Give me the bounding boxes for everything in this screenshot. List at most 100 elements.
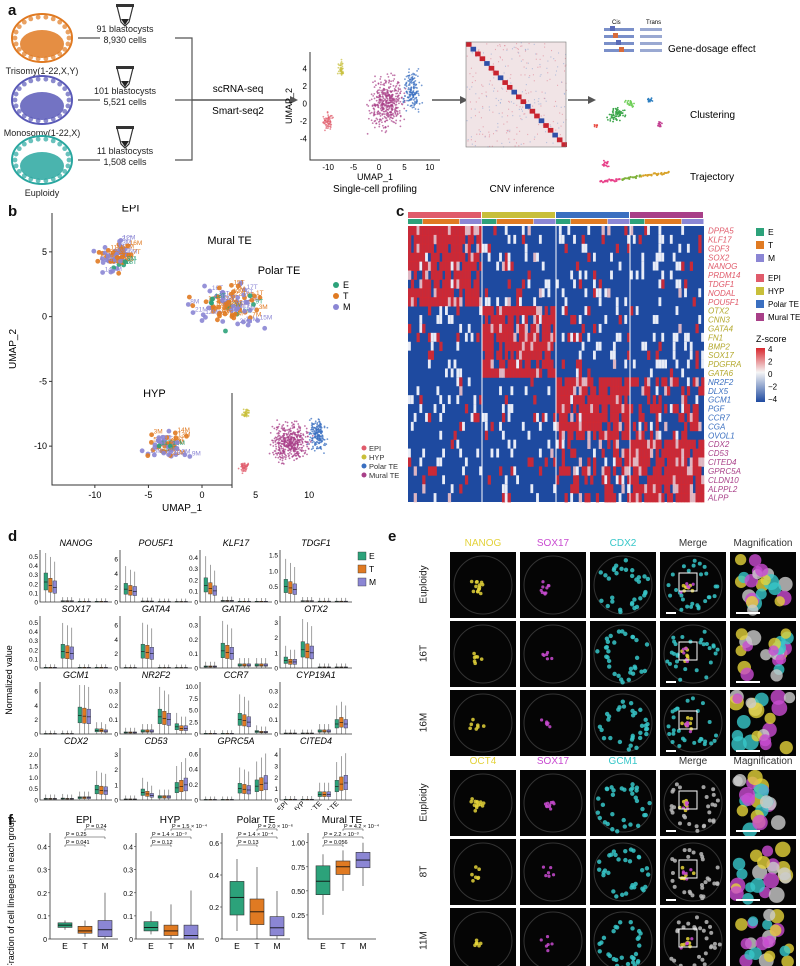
heat-cell-light [701,332,704,342]
gene-label-GATA6: GATA6 [708,369,734,378]
legend-square [357,551,367,561]
heat-cell-light [610,252,613,262]
heat-cell [649,484,654,494]
nucleus [634,798,640,804]
umap-point [378,100,381,102]
umap-point [396,110,399,113]
inset-point [268,452,271,455]
inset-point [326,438,329,441]
chromosome-tag: 5M [113,266,122,273]
heat-cell-light [473,395,477,405]
heat-cell-light [450,261,454,271]
legend2-label: EPI [369,444,381,453]
heat-cell [612,421,617,432]
axes [199,616,272,669]
heat-cell [621,412,625,423]
cell-point [202,283,207,289]
heat-cell [604,466,608,476]
cnv-noise [493,77,495,79]
inset-point [293,426,296,429]
heat-cell [450,252,454,263]
legend-label: M [343,302,351,312]
umap-point [376,104,379,106]
umap-point [391,107,393,110]
embryo-cell [43,76,49,82]
heat-cell [530,457,534,467]
umap-point [388,105,391,108]
nucleus [540,590,544,595]
heat-cell [536,350,540,360]
umap-point [325,127,328,129]
heat-cell [550,332,554,343]
inset-point [293,437,295,440]
heat-cell-light [419,315,423,324]
nucleus [611,849,617,854]
heat-cell [513,368,517,378]
umap-point [388,80,391,83]
inset-point [283,444,286,447]
cnv-noise [524,74,526,76]
embryo-cell [13,41,19,47]
heat-cell [564,493,568,503]
heat-cell [632,484,637,494]
cnv-noise [521,108,523,110]
nucleus [644,866,650,871]
umap-point [421,101,424,104]
cnv-diagonal-block [466,42,472,47]
inset-point [274,456,277,459]
nucleus [684,646,688,651]
umap-point [390,113,392,116]
umap-point [322,121,325,123]
inset-point [243,411,245,414]
nucleus [596,867,602,872]
box [225,645,230,659]
inset-point [288,440,291,443]
nucleus [547,584,551,588]
legend-dot [333,282,339,288]
magnified-nucleus [755,563,769,577]
cnv-noise [501,142,503,145]
heat-cell [658,439,662,449]
trajectory-point [665,171,668,175]
cell-point [190,303,196,309]
heat-cell-light [595,341,599,351]
umap-point [393,74,396,77]
nucleus [701,824,706,829]
nucleus [617,705,622,710]
annotation-celltype [408,212,481,218]
heat-cell [510,341,514,352]
cnv-noise [475,55,477,58]
row-label-top: Euploidy [418,565,430,604]
heat-cell [581,377,585,387]
inset-point [282,424,285,426]
trajectory-point [601,181,605,184]
magnified-nucleus [731,730,744,742]
heat-cell-light [604,315,608,324]
umap-point [379,107,382,110]
inset-point [301,436,303,439]
heat-cell-light [422,448,426,458]
nucleus [604,636,610,641]
magnified-nucleus [738,571,750,584]
cnv-noise [539,58,541,61]
trajectory-point [667,170,670,173]
heat-cell [564,466,568,476]
cnv-noise [497,122,499,125]
umap-point [381,89,384,92]
heat-cell [647,439,651,449]
cnv-noise [489,134,491,136]
heat-cell-light [615,332,619,342]
gene-label-TDGF1: TDGF1 [708,280,734,289]
umap-point [405,90,408,93]
embryo-cell [66,157,72,163]
inset-point [309,436,312,439]
umap-point [396,98,399,101]
heat-cell [681,457,685,467]
magnified-nucleus [748,554,762,567]
nucleus [683,585,688,589]
cnv-noise [539,63,541,66]
magnified-nucleus [760,574,771,586]
cell-point [114,255,120,260]
heat-cell [493,315,497,325]
inset-point [297,447,300,450]
